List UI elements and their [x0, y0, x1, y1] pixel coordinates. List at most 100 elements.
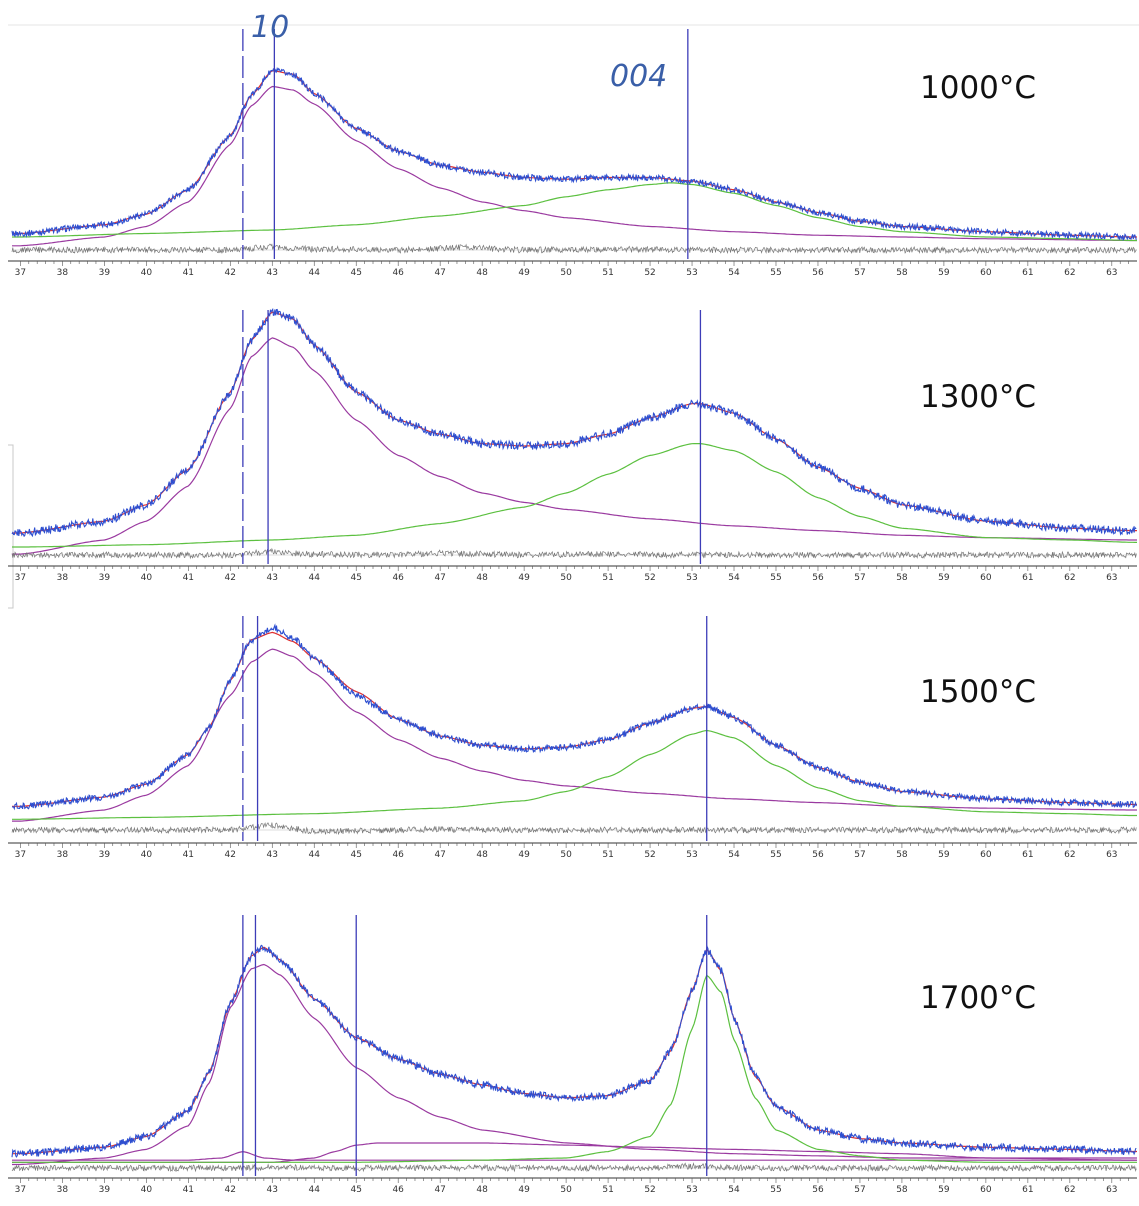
- series-component-minor-42: [12, 1150, 1137, 1161]
- x-tick-label: 41: [183, 850, 194, 860]
- x-tick-label: 51: [602, 1185, 613, 1195]
- x-tick-label: 50: [560, 1185, 572, 1195]
- x-tick-label: 62: [1064, 268, 1075, 278]
- x-tick-label: 61: [1022, 1185, 1033, 1195]
- series-component-004: [12, 182, 1137, 242]
- panel-4: 37 38 39 40 41 42 43 44 45 46 47 48 49 50 51 52 53 54 55 56…: [8, 915, 1137, 1195]
- x-tick-label: 57: [854, 268, 865, 278]
- x-tick-label: 51: [602, 268, 613, 278]
- x-tick-label: 61: [1022, 850, 1033, 860]
- series-measured: [11, 944, 1137, 1158]
- x-tick-label: 40: [141, 850, 153, 860]
- x-tick-label: 51: [602, 850, 613, 860]
- x-tick-label: 49: [518, 573, 530, 583]
- x-tick-label: 44: [309, 850, 321, 860]
- series-fit-total: [12, 311, 1137, 534]
- x-tick-label: 45: [350, 268, 361, 278]
- x-tick-label: 44: [309, 1185, 321, 1195]
- x-tick-label: 45: [350, 850, 361, 860]
- x-tick-label: 52: [644, 268, 655, 278]
- x-tick-label: 38: [57, 268, 69, 278]
- x-tick-label: 47: [434, 1185, 445, 1195]
- x-tick-label: 57: [854, 850, 865, 860]
- x-tick-label: 40: [141, 1185, 153, 1195]
- x-tick-label: 46: [392, 1185, 404, 1195]
- x-tick-label: 48: [476, 573, 488, 583]
- x-tick-label: 44: [309, 268, 321, 278]
- x-tick-label: 41: [183, 573, 194, 583]
- series-component-004: [12, 974, 1137, 1163]
- x-tick-label: 40: [141, 268, 153, 278]
- panels-group: 37 38 39 40 41 42 43 44 45 46 47 48 49 50 51 52 53 54 55 56…: [8, 29, 1137, 1195]
- x-tick-label: 60: [980, 1185, 992, 1195]
- x-tick-label: 58: [896, 573, 908, 583]
- peak-label-10: 10: [251, 10, 289, 45]
- x-tick-label: 62: [1064, 573, 1075, 583]
- series-component-10: [12, 963, 1137, 1166]
- x-tick-label: 62: [1064, 850, 1075, 860]
- x-tick-label: 50: [560, 573, 572, 583]
- x-tick-label: 49: [518, 1185, 530, 1195]
- x-tick-label: 52: [644, 573, 655, 583]
- x-tick-label: 39: [99, 850, 111, 860]
- x-tick-label: 55: [770, 268, 781, 278]
- x-tick-label: 42: [225, 268, 236, 278]
- x-tick-label: 46: [392, 573, 404, 583]
- temperature-label: 1300°C: [920, 379, 1036, 415]
- x-tick-label: 63: [1106, 268, 1117, 278]
- series-residual: [11, 547, 1137, 560]
- x-tick-label: 40: [141, 573, 153, 583]
- x-tick-label: 59: [938, 1185, 950, 1195]
- temperature-label: 1500°C: [920, 674, 1036, 710]
- temperature-label: 1000°C: [920, 70, 1036, 106]
- x-tick-label: 60: [980, 573, 992, 583]
- x-tick-label: 38: [57, 850, 69, 860]
- panel-1: 37 38 39 40 41 42 43 44 45 46 47 48 49 50 51 52 53 54 55 56…: [8, 29, 1137, 278]
- x-tick-label: 50: [560, 268, 572, 278]
- x-tick-label: 37: [15, 1185, 26, 1195]
- x-tick-label: 55: [770, 1185, 781, 1195]
- series-measured: [11, 308, 1137, 538]
- x-tick-label: 62: [1064, 1185, 1075, 1195]
- x-tick-label: 54: [728, 573, 740, 583]
- x-tick-label: 42: [225, 1185, 236, 1195]
- x-tick-label: 44: [309, 573, 321, 583]
- x-tick-label: 47: [434, 573, 445, 583]
- x-tick-label: 60: [980, 268, 992, 278]
- x-tick-label: 63: [1106, 850, 1117, 860]
- x-tick-label: 50: [560, 850, 572, 860]
- x-tick-label: 52: [644, 1185, 655, 1195]
- panel-3: 37 38 39 40 41 42 43 44 45 46 47 48 49 50 51 52 53 54 55 56…: [8, 616, 1137, 860]
- x-tick-label: 63: [1106, 573, 1117, 583]
- x-tick-label: 53: [686, 268, 697, 278]
- x-tick-label: 51: [602, 573, 613, 583]
- series-residual: [11, 822, 1137, 836]
- panel-2: 37 38 39 40 41 42 43 44 45 46 47 48 49 50 51 52 53 54 55 56…: [8, 308, 1137, 583]
- x-tick-label: 61: [1022, 268, 1033, 278]
- temperature-label: 1700°C: [920, 980, 1036, 1016]
- x-tick-label: 58: [896, 268, 908, 278]
- x-tick-label: 45: [350, 573, 361, 583]
- x-tick-label: 39: [99, 1185, 111, 1195]
- x-tick-label: 38: [57, 573, 69, 583]
- x-tick-label: 41: [183, 1185, 194, 1195]
- x-tick-label: 45: [350, 1185, 361, 1195]
- series-fit-total: [12, 631, 1137, 807]
- series-residual: [11, 243, 1137, 255]
- x-tick-label: 56: [812, 573, 824, 583]
- x-tick-label: 49: [518, 850, 530, 860]
- x-tick-label: 59: [938, 573, 950, 583]
- series-component-10: [12, 337, 1137, 555]
- peak-label-004: 004: [610, 59, 667, 94]
- bracket-mark: [8, 444, 14, 609]
- x-tick-label: 43: [267, 268, 278, 278]
- x-tick-label: 59: [938, 268, 950, 278]
- series-component-10: [12, 85, 1137, 247]
- x-tick-label: 37: [15, 850, 26, 860]
- x-tick-label: 39: [99, 573, 111, 583]
- x-tick-label: 57: [854, 1185, 865, 1195]
- x-tick-label: 53: [686, 850, 697, 860]
- x-tick-label: 46: [392, 268, 404, 278]
- series-measured: [11, 623, 1137, 811]
